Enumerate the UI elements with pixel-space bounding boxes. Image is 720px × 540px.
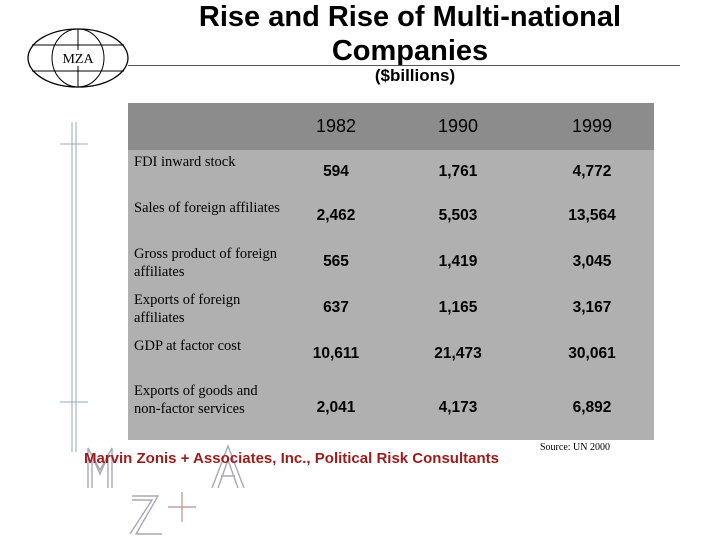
cell-fdi-1990: 1,761 [438, 163, 478, 180]
company-name: Marvin Zonis + Associates, Inc., Politic… [84, 450, 499, 467]
column-header-1999: 1999 [571, 116, 613, 136]
cell-exports-goods-1999: 6,892 [572, 399, 612, 416]
page-subtitle: ($billions) [374, 66, 456, 85]
page-title: Rise and Rise of Multi-national Companie… [198, 1, 622, 67]
row-label-fdi-inward-stock: FDI inward stock [134, 154, 236, 170]
cell-gross-1999: 3,045 [572, 253, 612, 270]
cell-fdi-1999: 4,772 [572, 163, 612, 180]
column-header-1990: 1990 [437, 116, 479, 136]
mza-outline-monogram-logo [87, 444, 245, 535]
cell-exports-goods-1982: 2,041 [316, 399, 356, 416]
cell-gdp-1982: 10,611 [312, 345, 360, 362]
cell-gross-1990: 1,419 [438, 253, 478, 270]
cell-gdp-1990: 21,473 [434, 345, 482, 362]
row-label-exports-foreign-affiliates: Exports of foreign affiliates [134, 292, 241, 326]
logo-text: MZA [62, 52, 94, 67]
cell-fdi-1982: 594 [323, 163, 349, 180]
cell-exports-goods-1990: 4,173 [438, 399, 478, 416]
cell-exports-aff-1990: 1,165 [438, 299, 478, 316]
cell-sales-1982: 2,462 [316, 207, 356, 224]
table-header-band [128, 103, 654, 150]
row-label-gross-product: Gross product of foreign affiliates [134, 246, 277, 280]
column-header-1982: 1982 [315, 116, 357, 136]
cell-gdp-1999: 30,061 [568, 345, 616, 362]
row-label-exports-goods-services: Exports of goods and non-factor services [134, 383, 258, 417]
data-table-panel [128, 103, 654, 440]
header-divider [128, 65, 680, 66]
cell-exports-aff-1999: 3,167 [572, 299, 612, 316]
row-label-sales-foreign-affiliates: Sales of foreign affiliates [134, 200, 280, 216]
cell-exports-aff-1982: 637 [323, 299, 349, 316]
row-label-gdp-factor-cost: GDP at factor cost [134, 338, 241, 354]
cell-sales-1999: 13,564 [568, 207, 616, 224]
cell-sales-1990: 5,503 [438, 207, 478, 224]
cell-gross-1982: 565 [323, 253, 349, 270]
source-note: Source: UN 2000 [540, 442, 610, 453]
decorative-left-rule [60, 122, 88, 452]
mza-globe-logo: MZA [27, 28, 129, 88]
